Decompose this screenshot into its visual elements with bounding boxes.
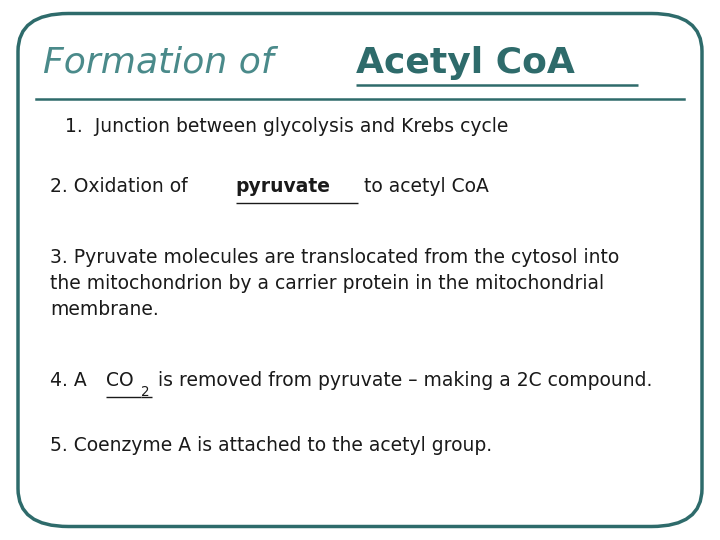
Text: pyruvate: pyruvate [235,177,330,195]
Text: 2: 2 [141,385,150,399]
Text: 2. Oxidation of: 2. Oxidation of [50,177,194,195]
Text: to acetyl CoA: to acetyl CoA [359,177,489,195]
Text: CO: CO [106,371,133,390]
FancyBboxPatch shape [18,14,702,526]
Text: 4. A: 4. A [50,371,93,390]
Text: Acetyl CoA: Acetyl CoA [356,46,575,80]
Text: 1.  Junction between glycolysis and Krebs cycle: 1. Junction between glycolysis and Krebs… [65,117,508,136]
Text: Formation of: Formation of [43,46,285,80]
Text: 3. Pyruvate molecules are translocated from the cytosol into
the mitochondrion b: 3. Pyruvate molecules are translocated f… [50,248,620,319]
Text: 5. Coenzyme A is attached to the acetyl group.: 5. Coenzyme A is attached to the acetyl … [50,436,492,455]
Text: is removed from pyruvate – making a 2C compound.: is removed from pyruvate – making a 2C c… [153,371,653,390]
